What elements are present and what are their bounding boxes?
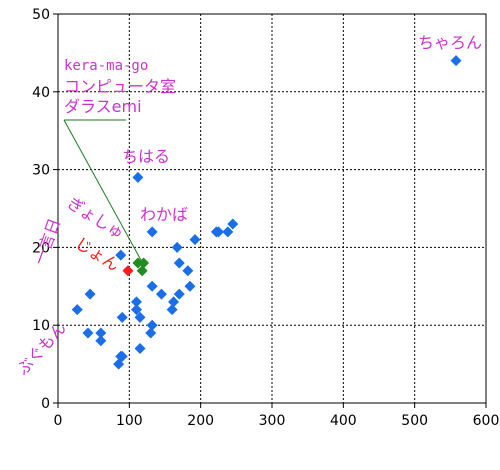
data-point	[173, 257, 185, 269]
data-points	[71, 55, 462, 370]
data-point	[116, 350, 128, 362]
data-point	[136, 265, 148, 277]
data-point	[145, 327, 157, 339]
data-point	[95, 335, 107, 347]
data-point	[113, 358, 125, 370]
data-point	[130, 304, 142, 316]
x-tick-label: 200	[187, 413, 214, 429]
x-tick-label: 300	[259, 413, 286, 429]
data-point	[189, 234, 201, 246]
axes	[53, 13, 487, 408]
y-tick-label: 40	[32, 85, 50, 101]
data-point	[84, 288, 96, 300]
data-point	[146, 319, 158, 331]
annotation-leader-line	[63, 119, 142, 261]
data-point	[134, 311, 146, 323]
data-point	[184, 280, 196, 292]
data-point	[146, 226, 158, 238]
x-tick-label: 400	[330, 413, 357, 429]
data-point	[71, 304, 83, 316]
x-tick-labels: 0 100 200 300 400 500 600	[54, 413, 500, 429]
x-tick-label: 0	[54, 413, 63, 429]
data-point	[171, 241, 183, 253]
data-point	[450, 55, 462, 67]
data-point	[134, 343, 146, 355]
gridlines	[58, 14, 486, 403]
annotation-kera-ma-go: kera-ma-go	[64, 58, 148, 74]
data-point	[168, 296, 180, 308]
data-point	[227, 218, 239, 230]
annotations: ちゃろん kera-ma-go コンピュータ室 ダラスemi ちはる わかば ぎ…	[13, 33, 482, 379]
annotation-computer-room: コンピュータ室	[64, 77, 176, 96]
annotation-chiharu: ちはる	[122, 147, 170, 166]
data-point	[213, 226, 224, 238]
data-point	[222, 226, 234, 238]
annotation-dallas-emi: ダラスemi	[64, 97, 142, 116]
data-point	[122, 265, 134, 277]
data-point	[132, 257, 144, 269]
annotation-charon: ちゃろん	[418, 33, 482, 52]
data-point	[138, 257, 150, 269]
data-point	[166, 304, 178, 316]
data-point	[82, 327, 94, 339]
y-tick-label: 50	[32, 7, 50, 23]
data-point	[116, 311, 128, 323]
data-point	[173, 288, 185, 300]
y-tick-label: 10	[32, 318, 50, 334]
x-tick-label: 100	[116, 413, 143, 429]
y-tick-label: 0	[41, 396, 50, 412]
annotation-wakaba: わかば	[140, 205, 188, 224]
x-tick-label: 500	[401, 413, 428, 429]
y-tick-label: 30	[32, 163, 50, 179]
data-point	[155, 288, 167, 300]
data-point	[146, 280, 158, 292]
data-point	[182, 265, 194, 277]
data-point	[95, 327, 107, 339]
x-tick-label: 600	[473, 413, 500, 429]
y-tick-labels: 0 10 20 30 40 50	[32, 7, 50, 412]
data-point	[132, 171, 144, 183]
y-tick-label: 20	[32, 240, 50, 256]
data-point	[130, 296, 142, 308]
data-point	[115, 249, 127, 261]
